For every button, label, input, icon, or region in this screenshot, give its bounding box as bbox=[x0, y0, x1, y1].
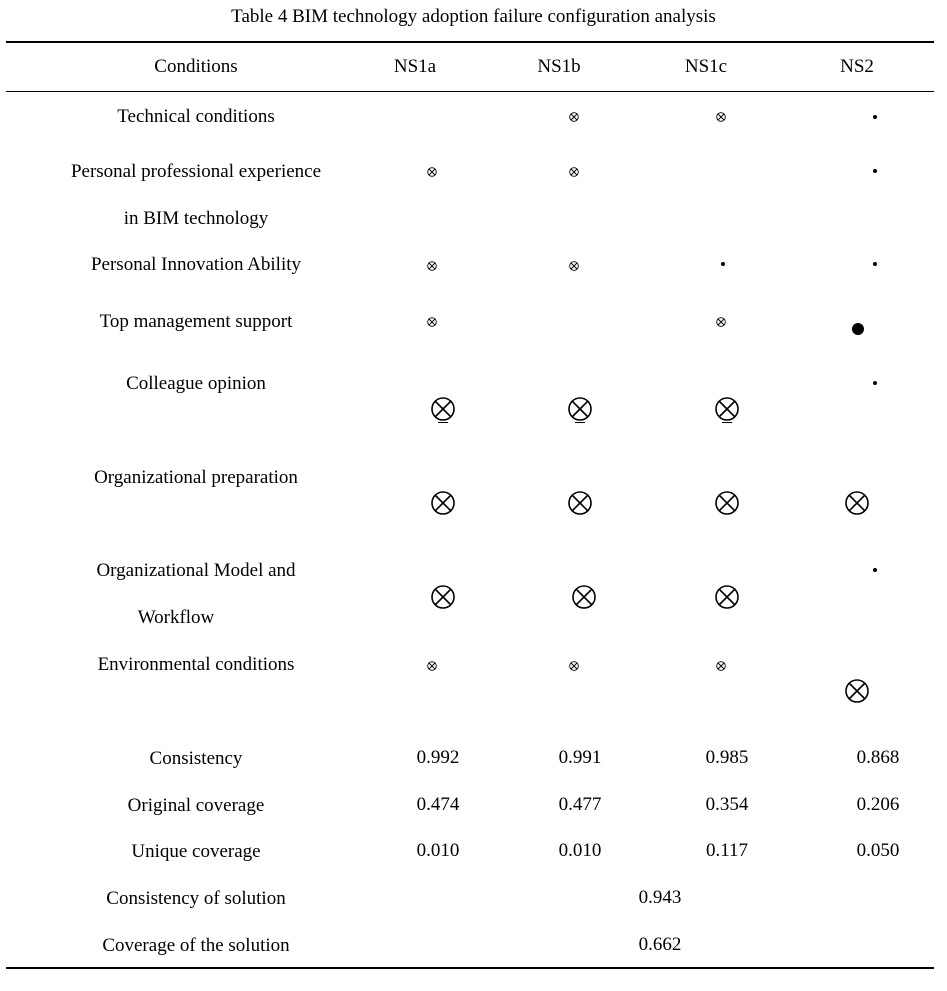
large-circled-x-icon bbox=[568, 491, 592, 515]
table-caption: Table 4 BIM technology adoption failure … bbox=[231, 6, 716, 27]
small-circled-x-icon bbox=[427, 261, 437, 271]
large-circled-x-icon bbox=[431, 397, 455, 423]
solution-coverage-value: 0.662 bbox=[638, 934, 682, 955]
condition-org-preparation: Organizational preparation bbox=[94, 467, 298, 488]
consistency-ns2: 0.868 bbox=[856, 747, 900, 768]
small-circled-x-icon bbox=[569, 112, 579, 122]
condition-technical: Technical conditions bbox=[117, 106, 275, 127]
small-circled-x-icon bbox=[569, 167, 579, 177]
small-circled-x-icon bbox=[716, 317, 726, 327]
large-circled-x-icon bbox=[431, 491, 455, 515]
solution-consistency-value: 0.943 bbox=[638, 887, 682, 908]
header-ns1a: NS1a bbox=[393, 56, 437, 77]
header-ns2: NS2 bbox=[840, 56, 874, 77]
large-circled-x-icon bbox=[568, 397, 592, 423]
condition-innovation: Personal Innovation Ability bbox=[90, 254, 302, 275]
header-conditions: Conditions bbox=[154, 56, 238, 77]
header-ns1c: NS1c bbox=[684, 56, 728, 77]
small-dot-icon bbox=[873, 169, 877, 173]
small-dot-icon bbox=[721, 262, 725, 266]
large-circled-x-icon bbox=[845, 679, 869, 703]
unique-coverage-ns2: 0.050 bbox=[856, 840, 900, 861]
bottom-rule bbox=[6, 967, 934, 969]
large-circled-x-icon bbox=[431, 585, 455, 609]
small-circled-x-icon bbox=[427, 317, 437, 327]
small-dot-icon bbox=[873, 262, 877, 266]
large-circled-x-icon bbox=[572, 585, 596, 609]
header-rule bbox=[6, 91, 934, 92]
header-ns1b: NS1b bbox=[537, 56, 581, 77]
large-circled-x-icon bbox=[715, 585, 739, 609]
metric-label-consistency: Consistency bbox=[149, 748, 243, 769]
consistency-ns1c: 0.985 bbox=[705, 747, 749, 768]
small-dot-icon bbox=[873, 115, 877, 119]
original-coverage-ns2: 0.206 bbox=[856, 794, 900, 815]
unique-coverage-ns1b: 0.010 bbox=[558, 840, 602, 861]
metric-label-unique-coverage: Unique coverage bbox=[131, 841, 261, 862]
small-dot-icon bbox=[873, 568, 877, 572]
original-coverage-ns1a: 0.474 bbox=[416, 794, 460, 815]
small-circled-x-icon bbox=[716, 112, 726, 122]
condition-org-model-line1: Organizational Model and bbox=[96, 560, 296, 581]
condition-colleague: Colleague opinion bbox=[126, 373, 266, 394]
small-circled-x-icon bbox=[716, 661, 726, 671]
original-coverage-ns1c: 0.354 bbox=[705, 794, 749, 815]
consistency-ns1b: 0.991 bbox=[558, 747, 602, 768]
top-rule bbox=[6, 41, 934, 43]
large-circled-x-icon bbox=[845, 491, 869, 515]
condition-experience-line2: in BIM technology bbox=[123, 208, 269, 229]
large-circled-x-icon bbox=[715, 397, 739, 423]
original-coverage-ns1b: 0.477 bbox=[558, 794, 602, 815]
small-circled-x-icon bbox=[569, 661, 579, 671]
metric-label-original-coverage: Original coverage bbox=[127, 795, 265, 816]
metric-label-solution-coverage: Coverage of the solution bbox=[102, 935, 290, 956]
condition-org-model-line2: Workflow bbox=[137, 607, 215, 628]
small-circled-x-icon bbox=[569, 261, 579, 271]
small-circled-x-icon bbox=[427, 167, 437, 177]
large-dot-icon bbox=[852, 323, 864, 335]
condition-top-management: Top management support bbox=[99, 311, 293, 332]
metric-label-solution-consistency: Consistency of solution bbox=[106, 888, 286, 909]
unique-coverage-ns1c: 0.117 bbox=[705, 840, 749, 861]
unique-coverage-ns1a: 0.010 bbox=[416, 840, 460, 861]
condition-environmental: Environmental conditions bbox=[97, 654, 295, 675]
small-dot-icon bbox=[873, 381, 877, 385]
consistency-ns1a: 0.992 bbox=[416, 747, 460, 768]
small-circled-x-icon bbox=[427, 661, 437, 671]
condition-experience-line1: Personal professional experience bbox=[70, 161, 322, 182]
large-circled-x-icon bbox=[715, 491, 739, 515]
